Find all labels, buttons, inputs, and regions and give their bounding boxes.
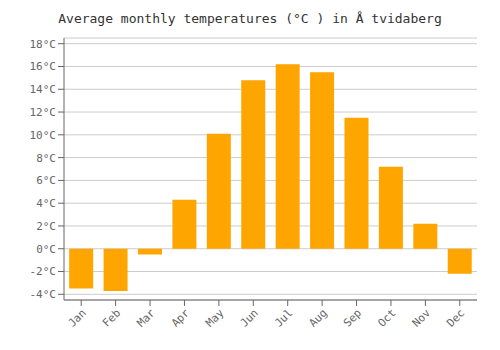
- svg-text:Jul: Jul: [272, 306, 295, 329]
- svg-text:Jan: Jan: [66, 306, 89, 329]
- svg-text:8°C: 8°C: [36, 152, 56, 165]
- svg-text:14°C: 14°C: [30, 83, 57, 96]
- svg-text:Oct: Oct: [375, 306, 398, 329]
- svg-text:12°C: 12°C: [30, 106, 57, 119]
- svg-text:0°C: 0°C: [36, 243, 56, 256]
- svg-text:10°C: 10°C: [30, 129, 57, 142]
- svg-text:Sep: Sep: [341, 306, 364, 329]
- svg-text:Jun: Jun: [238, 306, 261, 329]
- svg-text:2°C: 2°C: [36, 220, 56, 233]
- svg-text:May: May: [203, 306, 227, 330]
- svg-text:4°C: 4°C: [36, 197, 56, 210]
- svg-text:Mar: Mar: [134, 306, 158, 330]
- svg-text:Apr: Apr: [169, 306, 193, 330]
- svg-text:Dec: Dec: [444, 306, 467, 329]
- svg-text:-2°C: -2°C: [30, 265, 57, 278]
- svg-text:-4°C: -4°C: [30, 288, 57, 301]
- svg-text:Feb: Feb: [100, 306, 123, 329]
- svg-text:Nov: Nov: [410, 306, 434, 330]
- svg-text:Aug: Aug: [307, 306, 330, 329]
- svg-text:6°C: 6°C: [36, 174, 56, 187]
- html-text:Average monthly temperatures (: Average monthly temperatures (°C ) in Å …: [58, 11, 442, 26]
- svg-text:18°C: 18°C: [30, 38, 57, 51]
- svg-text:16°C: 16°C: [30, 60, 57, 73]
